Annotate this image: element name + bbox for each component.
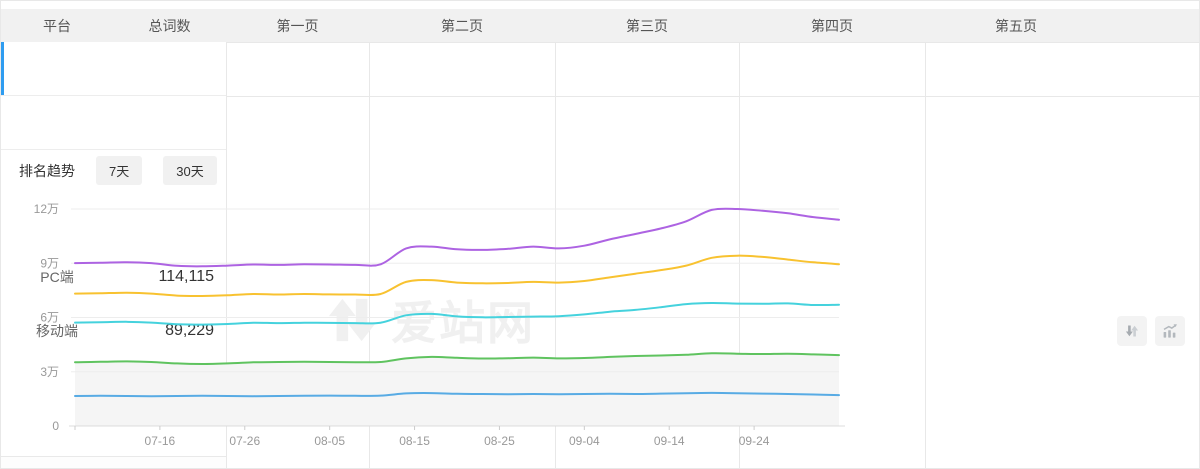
svg-text:6万: 6万 [40,311,59,325]
tab-30days[interactable]: 30天 [163,156,217,185]
col-header-page2: 第二页 [441,17,483,34]
col-header-total: 总词数 [148,17,191,34]
svg-text:9万: 9万 [40,256,59,270]
svg-text:09-04: 09-04 [569,434,600,448]
row-actions [1107,315,1199,346]
total-words: 114,115 [158,267,214,285]
svg-text:08-05: 08-05 [314,434,345,448]
table-row-pc[interactable]: PC端 114,115 17,056 14.95%▼ 22,144 19.40%… [1,42,1199,468]
svg-text:12万: 12万 [34,202,59,216]
table-row-mobile[interactable]: 移动端 89,229 14,816 16.60%▼ 19,532 21.89%▲… [1,96,1199,468]
col-header-page4: 第四页 [811,17,853,34]
trend-line-chart[interactable]: 07-16 07-26 08-05 08-15 08-25 09-04 09-14 09-24… [1,191,854,456]
sort-button[interactable] [1117,315,1147,346]
svg-text:08-25: 08-25 [484,434,515,448]
page5-cell: 19,694 22.07%▼ [925,96,1199,468]
svg-text:3万: 3万 [40,365,59,379]
platform-label: 移动端 [36,322,78,339]
col-header-page1: 第一页 [276,17,319,34]
col-header-page3: 第三页 [626,17,668,34]
tab-7days[interactable]: 7天 [96,156,143,185]
platform-label: PC端 [40,268,74,285]
sort-arrows-icon [1125,325,1139,336]
trend-line-chart-panel: 爱站网 07-16 07-26 08-05 08-15 08-25 09-04 09-14 0… [1,191,854,456]
table-header-row: 平台 总词数 第一页 第二页 第三页 第四页 第五页 [1,9,1199,42]
col-header-page5: 第五页 [995,17,1037,34]
svg-text:08-15: 08-15 [399,434,430,448]
svg-text:0: 0 [52,419,59,433]
svg-text:09-14: 09-14 [654,434,685,448]
trend-title: 排名趋势 [19,162,75,179]
svg-text:07-16: 07-16 [145,434,176,448]
svg-text:07-26: 07-26 [229,434,260,448]
chart-toggle-button[interactable] [1155,315,1185,346]
col-header-platform: 平台 [43,17,71,34]
total-words: 89,229 [165,321,214,339]
svg-text:09-24: 09-24 [739,434,770,448]
chart-icon [1163,323,1177,338]
